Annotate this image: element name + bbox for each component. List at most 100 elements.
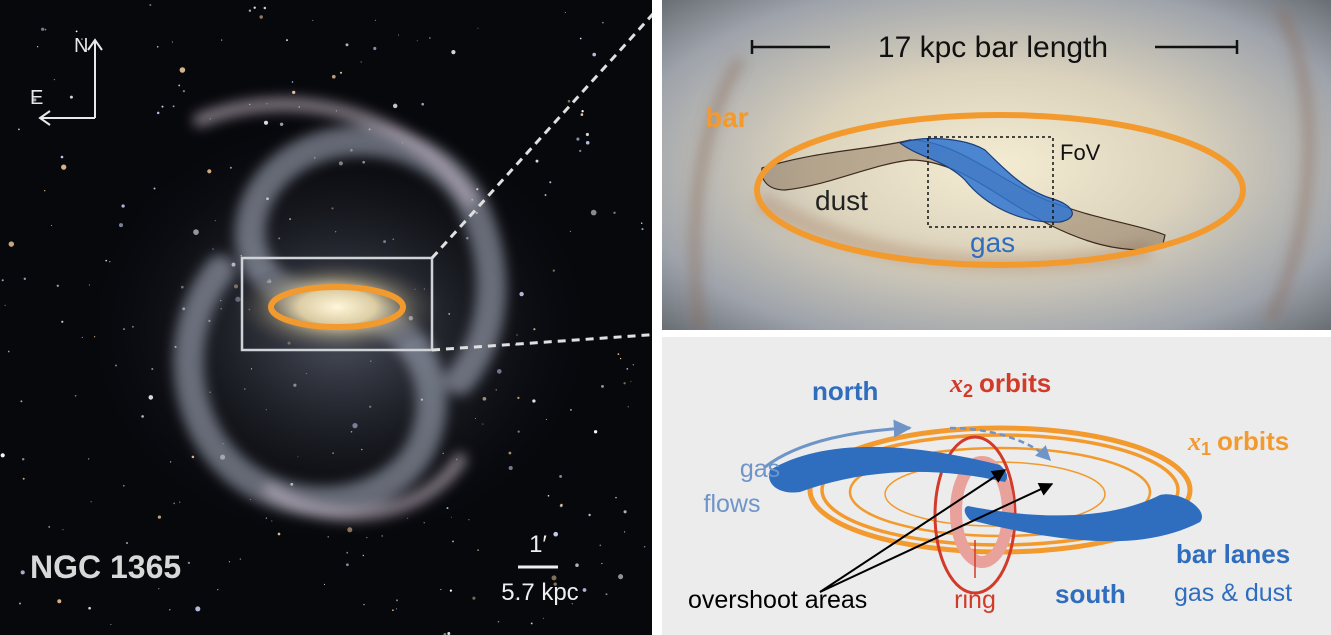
star	[362, 554, 365, 557]
star	[363, 604, 365, 606]
orbit-subscript: 1	[1201, 439, 1211, 459]
star	[477, 549, 480, 552]
spiral-arms	[173, 97, 507, 521]
star	[605, 593, 608, 596]
star	[58, 575, 60, 578]
star	[395, 608, 398, 610]
star	[624, 531, 626, 533]
star	[53, 78, 56, 81]
star	[396, 599, 398, 602]
gas-label: gas	[970, 227, 1015, 258]
star	[110, 623, 112, 625]
star	[323, 583, 326, 585]
star	[374, 19, 376, 21]
star	[88, 606, 91, 610]
star	[360, 61, 362, 63]
star	[551, 575, 557, 581]
star	[623, 510, 627, 514]
south-bar-lane	[964, 494, 1202, 542]
orbit-symbol: x	[949, 369, 963, 398]
star	[44, 28, 47, 31]
star	[48, 526, 51, 528]
star	[228, 561, 230, 563]
star	[19, 602, 21, 605]
star	[429, 37, 431, 39]
star	[588, 513, 591, 517]
schematic-background	[662, 337, 1331, 635]
star	[641, 222, 643, 224]
gas-flow-arrow	[764, 419, 912, 469]
orbit-text: orbits	[979, 368, 1051, 398]
star	[339, 71, 343, 74]
star	[23, 277, 26, 280]
star	[564, 11, 566, 14]
star	[601, 562, 603, 565]
star	[515, 598, 517, 600]
star	[580, 113, 584, 116]
star	[20, 570, 25, 575]
compass-east: E	[30, 87, 43, 109]
star	[373, 46, 377, 51]
star	[285, 39, 289, 42]
x1-orbits-label: x1 orbits	[1187, 426, 1289, 459]
star	[593, 430, 598, 434]
star	[161, 105, 164, 108]
dust-label: dust	[815, 185, 868, 216]
star	[560, 503, 563, 507]
overshoot-label: overshoot areas	[688, 586, 867, 614]
orbit-text: orbits	[1217, 426, 1289, 456]
star	[416, 40, 418, 42]
star	[60, 155, 64, 159]
star	[451, 49, 456, 55]
fov-label: FoV	[1060, 140, 1101, 165]
length-bar	[750, 40, 1239, 54]
star	[581, 110, 584, 113]
star	[601, 384, 604, 388]
star	[626, 368, 629, 370]
star	[312, 19, 314, 21]
overshoot-arrow	[819, 482, 1054, 593]
star	[179, 67, 186, 73]
star	[345, 43, 349, 47]
star	[602, 21, 604, 24]
star	[74, 394, 77, 397]
star	[90, 501, 92, 503]
star	[173, 502, 176, 505]
star	[535, 159, 539, 163]
star	[69, 95, 73, 99]
star	[157, 515, 162, 519]
star	[559, 474, 563, 478]
bar-length-label: 17 kpc bar length	[878, 31, 1108, 64]
star	[421, 102, 424, 106]
star	[1, 279, 4, 282]
x2-orbits-label: x2 orbits	[949, 368, 1051, 401]
star	[592, 52, 596, 57]
star	[156, 46, 159, 48]
star	[51, 224, 53, 226]
star	[547, 494, 550, 497]
bar-ellipse	[268, 284, 406, 330]
star	[259, 15, 263, 19]
star	[576, 137, 580, 141]
orbit-subscript: 2	[963, 381, 973, 401]
ring-label: ring	[954, 586, 996, 614]
star	[61, 320, 64, 323]
star	[178, 84, 181, 87]
star	[553, 531, 559, 537]
star	[641, 228, 644, 231]
star	[217, 588, 219, 591]
compass-north: N	[74, 35, 88, 57]
star	[632, 364, 634, 366]
gas-region	[898, 137, 1073, 223]
star	[158, 588, 160, 590]
star	[172, 105, 175, 108]
star	[56, 284, 59, 287]
star	[44, 190, 46, 192]
object-name: NGC 1365	[30, 549, 181, 585]
bar-label: bar	[705, 102, 749, 133]
star	[171, 41, 173, 43]
star	[613, 211, 616, 215]
star	[567, 99, 571, 103]
star	[57, 599, 62, 604]
